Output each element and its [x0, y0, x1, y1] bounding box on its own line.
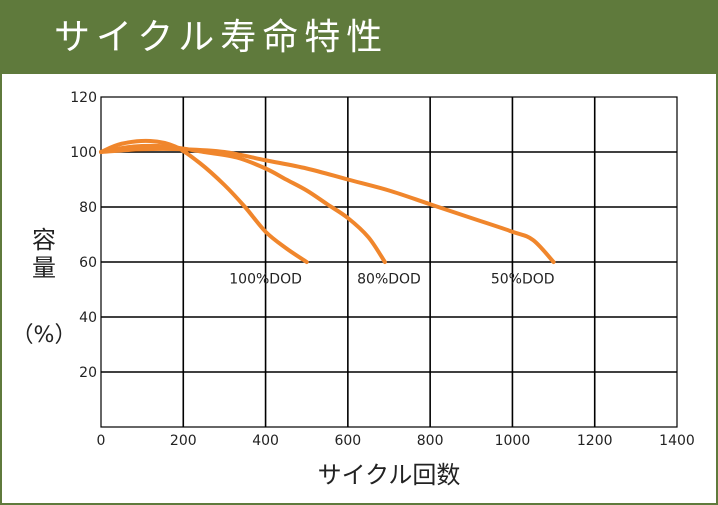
- y-axis-label-char: 容: [32, 226, 56, 254]
- y-tick-label: 120: [70, 90, 97, 106]
- y-axis-label-char: 量: [32, 254, 56, 282]
- series-line-1: [99, 143, 387, 264]
- series-label-1: 80%DOD: [357, 272, 421, 288]
- y-tick-label: 20: [79, 365, 97, 381]
- x-tick-label: 1000: [495, 433, 531, 449]
- y-tick-label: 80: [79, 200, 97, 216]
- x-tick-label: 0: [97, 433, 106, 449]
- header-bar: サイクル寿命特性: [2, 2, 716, 74]
- x-tick-label: 800: [417, 433, 444, 449]
- x-tick-label: 600: [334, 433, 361, 449]
- x-tick-label: 1400: [659, 433, 695, 449]
- y-tick-label: 100: [70, 145, 97, 161]
- series-label-2: 50%DOD: [491, 272, 555, 288]
- series-label-0: 100%DOD: [229, 272, 302, 288]
- x-tick-label: 400: [252, 433, 279, 449]
- series-line-0: [99, 138, 309, 264]
- x-axis-label: サイクル回数: [318, 461, 461, 489]
- page-title: サイクル寿命特性: [54, 17, 389, 58]
- y-axis-unit: （%）: [12, 323, 77, 348]
- x-tick-label: 1200: [577, 433, 613, 449]
- y-tick-label: 60: [79, 255, 97, 271]
- y-tick-label: 40: [79, 310, 97, 326]
- x-tick-label: 200: [170, 433, 197, 449]
- series-line-2: [99, 146, 556, 264]
